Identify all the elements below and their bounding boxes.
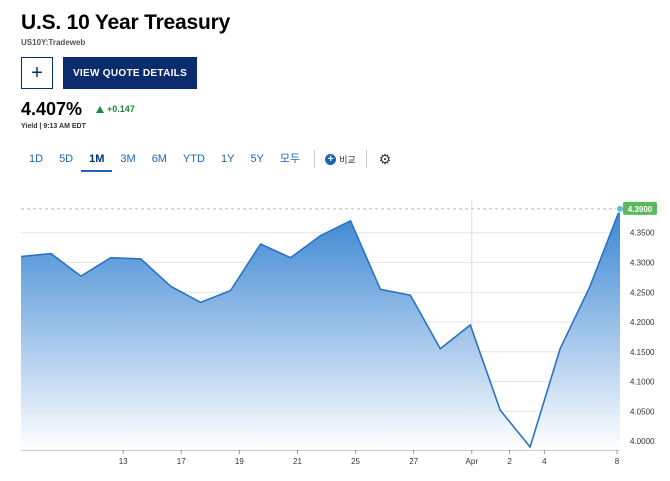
x-tick-label: 27 [409,457,418,466]
yield-timestamp: Yield | 9:13 AM EDT [21,123,86,130]
x-axis: 13 17 19 21 25 27 Apr 2 4 8 [119,457,620,466]
current-value-marker: 4.3900 [616,201,657,215]
price-value: 4.407% [21,99,83,119]
page-title: U.S. 10 Year Treasury [21,11,231,34]
symbol-label: US10Y:Tradeweb [21,38,86,47]
series-line [20,208,621,449]
view-quote-details-button[interactable]: VIEW QUOTE DETAILS [63,57,197,89]
range-tabs: 1D 5D 1M 3M 6M YTD 1Y 5Y 모두 + 비교 ⚙ [21,147,397,172]
x-tick-label: 17 [177,457,186,466]
x-tick-label: Apr [466,457,479,466]
up-arrow-icon [96,105,104,113]
price-change: +0.147 [96,104,135,114]
x-tick-label: 2 [507,457,512,466]
y-tick-label: 4.2500 [630,288,655,297]
tab-1m[interactable]: 1M [81,148,113,172]
compare-label: 비교 [339,154,356,165]
tab-5d[interactable]: 5D [59,153,74,165]
tab-6m[interactable]: 6M [151,153,167,165]
tab-1d[interactable]: 1D [29,153,44,165]
current-value-badge [623,201,657,215]
y-tick-label: 4.0500 [630,407,655,416]
tab-all[interactable]: 모두 [279,153,301,165]
plus-circle-icon: + [325,153,337,165]
tab-divider [314,150,316,168]
y-tick-label: 4.2000 [630,318,655,327]
y-tick-label: 4.3500 [630,229,655,238]
y-tick-label: 4.1000 [630,378,655,387]
compare-button[interactable]: + 비교 [321,153,360,166]
x-tick-label: 4 [542,457,547,466]
change-value: +0.147 [107,104,135,114]
x-tick-label: 19 [235,457,244,466]
y-tick-label: 4.1500 [630,348,655,357]
y-tick-label: 4.3000 [630,259,655,268]
add-to-watchlist-button[interactable]: + [21,57,53,89]
tab-5y[interactable]: 5Y [250,153,264,165]
area-fill [21,208,620,450]
tab-3m[interactable]: 3M [120,153,136,165]
gear-icon[interactable]: ⚙ [378,150,392,167]
y-axis: 4.0000 4.0500 4.1000 4.1500 4.2000 4.2500 4.30… [630,229,655,446]
x-tick-label: 8 [615,457,620,466]
current-value-label: 4.3900 [628,205,653,214]
last-point [616,204,624,213]
tab-divider [365,150,367,168]
x-tick-label: 21 [293,457,302,466]
x-tick-label: 13 [119,457,128,466]
y-tick-label: 4.0000 [630,437,655,446]
tab-ytd[interactable]: YTD [182,153,205,165]
x-tick-label: 25 [351,457,360,466]
tab-1y[interactable]: 1Y [220,153,235,165]
